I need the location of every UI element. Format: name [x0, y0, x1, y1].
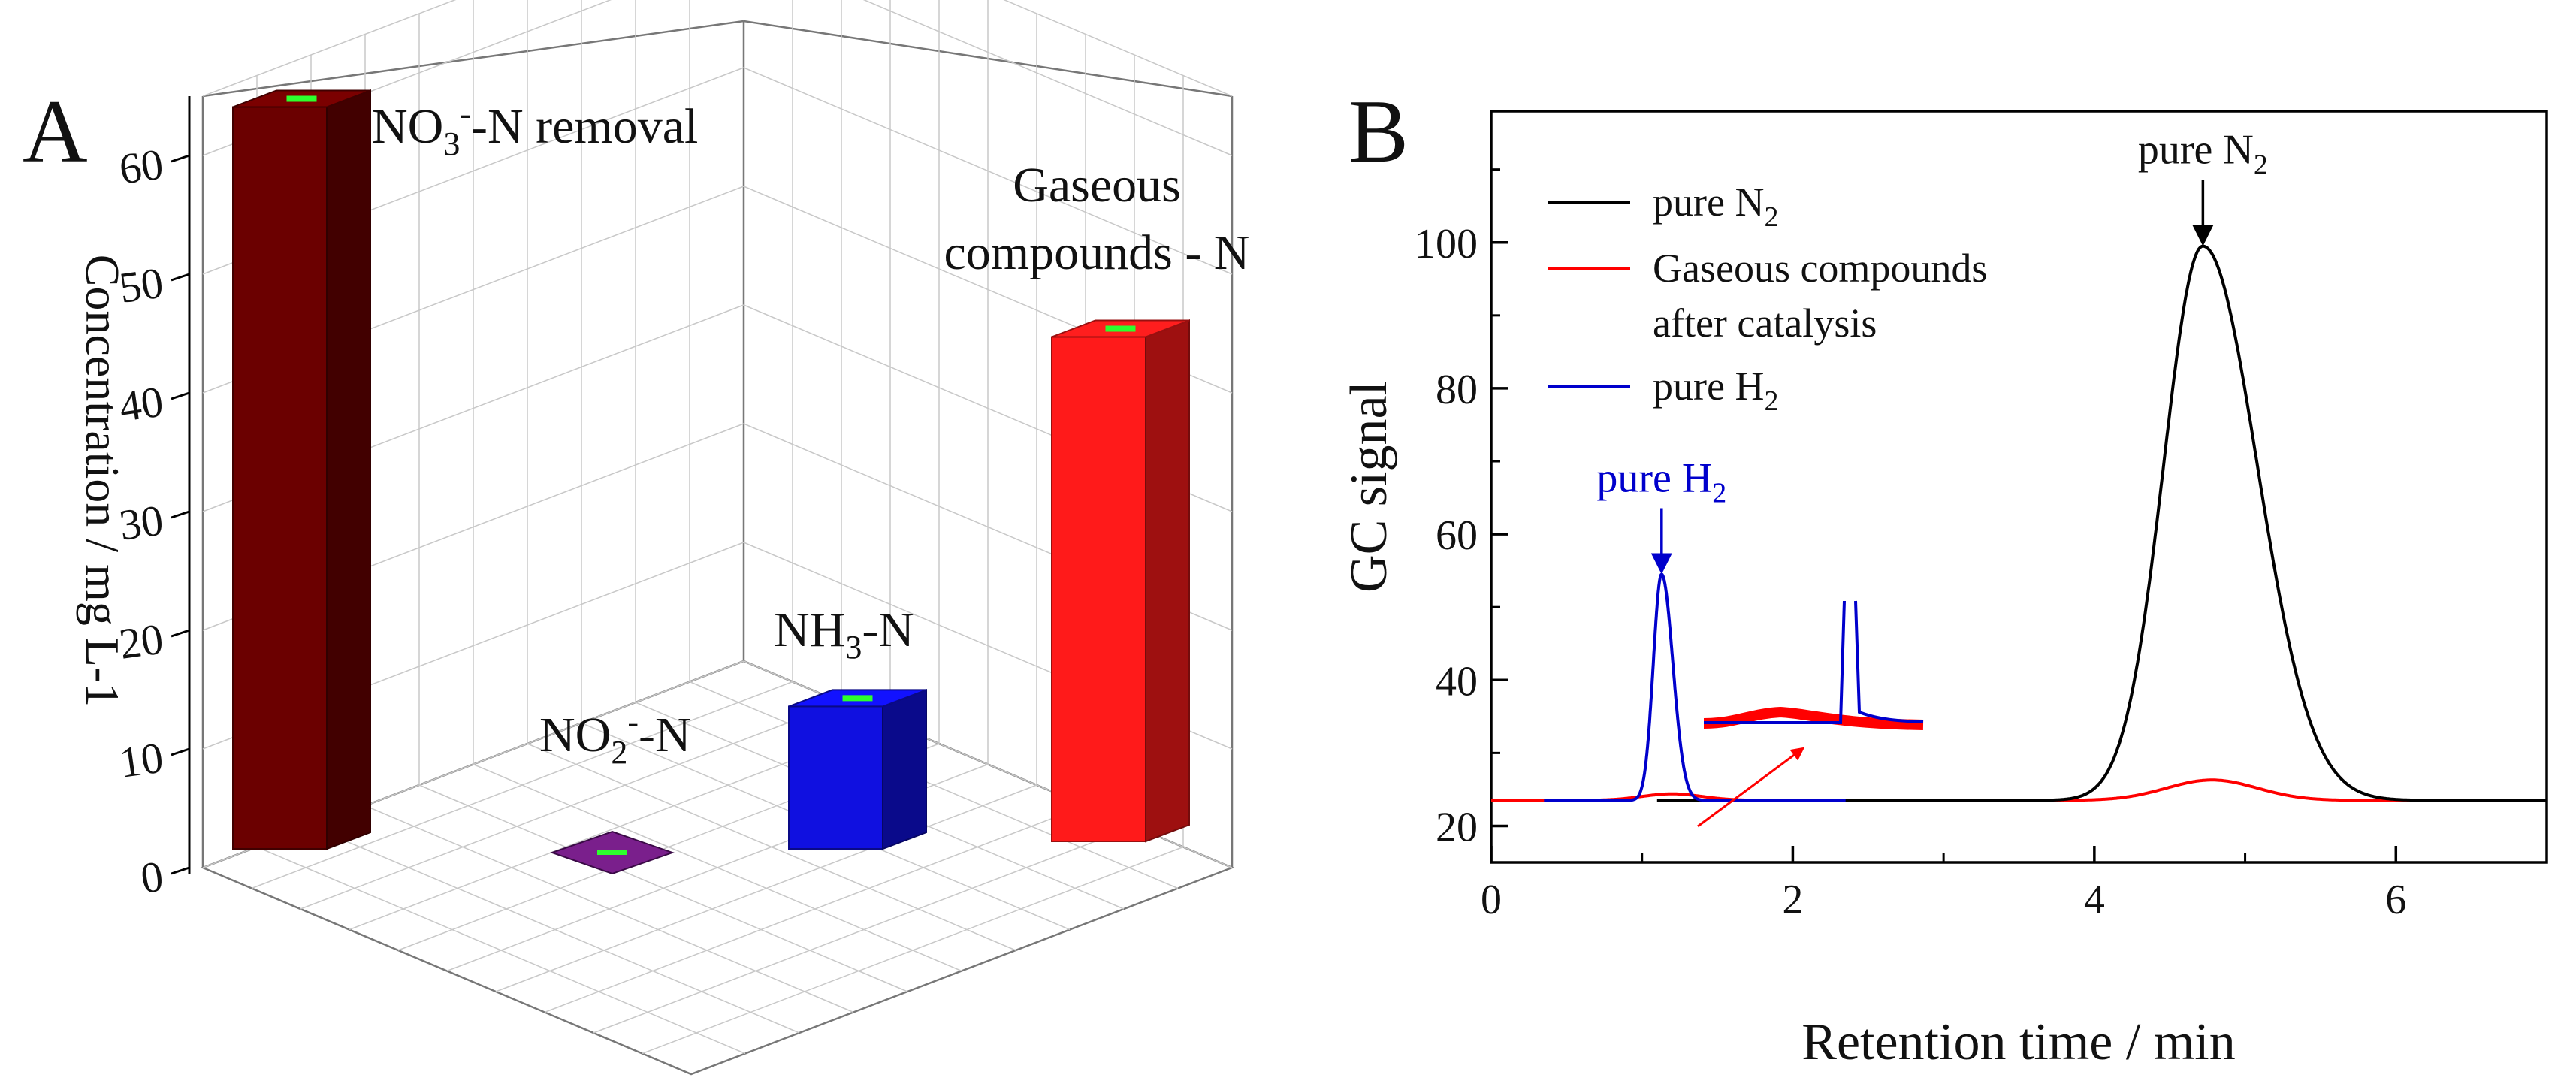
legend-label-gaseous-line1: Gaseous compounds [1653, 246, 1987, 291]
panel-b-label: B [1348, 81, 1409, 181]
inset-blue-curve [1704, 600, 1924, 724]
y-tick-label: 60 [116, 139, 166, 193]
bar-3 [1051, 319, 1190, 843]
panel-b-series [1491, 244, 2547, 802]
gridline-right-wall [1003, 0, 1233, 97]
panel-a-3d-bar-chart: A 0 10 20 30 40 50 60 Concentration / mg L-1 N… [23, 0, 1250, 1076]
y-tick [171, 391, 190, 400]
x-tick-label: 2 [1782, 877, 1803, 923]
gridline-floor [495, 784, 1037, 992]
panel-b-legend: pure N2 Gaseous compounds after catalysi… [1548, 180, 1987, 417]
panel-b-y-axis-label: GC signal [1340, 381, 1398, 593]
y-tick-label: 40 [1436, 658, 1478, 705]
y-tick-label: 40 [116, 376, 166, 430]
inset-pointer-arrow [1697, 747, 1805, 828]
bar-label-no2: NO2--N [539, 704, 691, 771]
inset-red-curve [1703, 706, 1924, 730]
x-tick-label: 4 [2084, 877, 2105, 923]
panel-b-annotations: pure N2 pure H2 [1596, 127, 2268, 575]
x-tick-label: 6 [2385, 877, 2406, 923]
panel-a-y-axis-label: Concentration / mg L-1 [76, 255, 129, 708]
bar-label-gaseous-line2: compounds - N [944, 225, 1250, 280]
panel-b-plot-frame [1490, 110, 2548, 864]
bar-front-face [232, 106, 328, 850]
panel-a-label: A [23, 81, 88, 181]
bar-0 [232, 89, 371, 850]
y-tick [171, 747, 190, 756]
gridline-floor [544, 805, 1086, 1013]
y-tick [171, 273, 190, 282]
y-tick-label: 0 [137, 851, 166, 902]
x-tick-label: 0 [1481, 877, 1502, 923]
y-tick-label: 20 [116, 614, 166, 668]
panel-a-bars [232, 89, 1190, 875]
bar-label-nh3: NH3-N [774, 602, 914, 666]
bar-side-face [882, 688, 927, 850]
y-tick-label: 10 [116, 732, 166, 787]
bar-front-face [1051, 336, 1146, 842]
y-tick-label: 80 [1436, 367, 1478, 413]
gridline-floor [473, 763, 962, 972]
y-tick [171, 866, 190, 875]
bar-1 [549, 830, 675, 875]
bar-label-gaseous-line1: Gaseous [1013, 158, 1181, 213]
panel-b-axes-ticks: 0 2 4 6 20 40 60 80 100 [1415, 168, 2406, 923]
legend-label-pure-n2: pure N2 [1653, 180, 1778, 233]
bar-front-face [788, 705, 883, 850]
legend-label-gaseous-line2: after catalysis [1653, 300, 1877, 346]
bar-side-face [1145, 319, 1190, 843]
series-line-2 [1544, 572, 1846, 802]
legend-label-pure-h2: pure H2 [1653, 364, 1778, 417]
y-tick-label: 30 [116, 495, 166, 549]
gridline-left-wall [202, 0, 457, 97]
y-tick [171, 154, 190, 163]
panel-a-y-ticks: 0 10 20 30 40 50 60 [116, 96, 191, 903]
y-tick-label: 20 [1436, 804, 1478, 850]
bar-side-face [326, 89, 371, 850]
y-tick-label: 50 [116, 258, 166, 312]
bar-2 [788, 688, 927, 850]
gridline-floor [642, 846, 1184, 1055]
panel-b-line-chart: B 0 2 4 6 20 40 60 80 100 Retention time / min G… [1340, 81, 2548, 1071]
y-tick [171, 510, 190, 519]
bar-label-no3: NO3--N removal [372, 95, 698, 162]
y-tick-label: 100 [1415, 221, 1478, 267]
gridline-floor [593, 826, 1135, 1034]
panel-b-x-axis-label: Retention time / min [1801, 1013, 2235, 1071]
y-tick-label: 60 [1436, 512, 1478, 559]
annotation-pure-n2: pure N2 [2138, 127, 2268, 181]
gridline-floor [689, 681, 1179, 889]
gridline-floor [527, 743, 1016, 951]
inset-zoom [1697, 600, 1924, 828]
y-tick [171, 629, 190, 638]
annotation-pure-h2: pure H2 [1596, 455, 1726, 509]
